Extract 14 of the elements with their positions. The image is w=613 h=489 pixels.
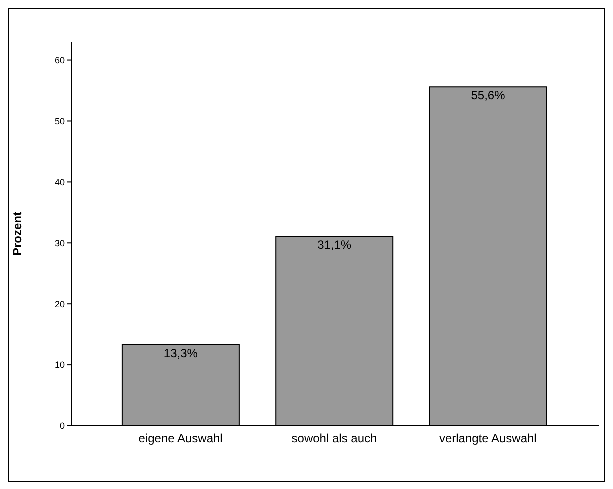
data-label: 31,1% — [318, 238, 352, 252]
data-label: 13,3% — [164, 346, 198, 360]
x-tick-label: verlangte Auswahl — [439, 432, 537, 446]
y-tick-label: 60 — [54, 55, 65, 66]
y-tick-label: 30 — [54, 238, 65, 248]
y-tick-label: 0 — [60, 421, 65, 432]
y-axis-title: Prozent — [10, 212, 24, 256]
x-tick-label: sowohl als auch — [292, 432, 378, 446]
y-tick-label: 20 — [54, 299, 65, 310]
y-tick-label: 10 — [54, 360, 65, 370]
y-tick-label: 40 — [54, 177, 65, 188]
data-label: 55,6% — [471, 88, 506, 103]
x-tick-label: eigene Auswahl — [138, 432, 223, 446]
y-tick-label: 50 — [54, 116, 65, 126]
